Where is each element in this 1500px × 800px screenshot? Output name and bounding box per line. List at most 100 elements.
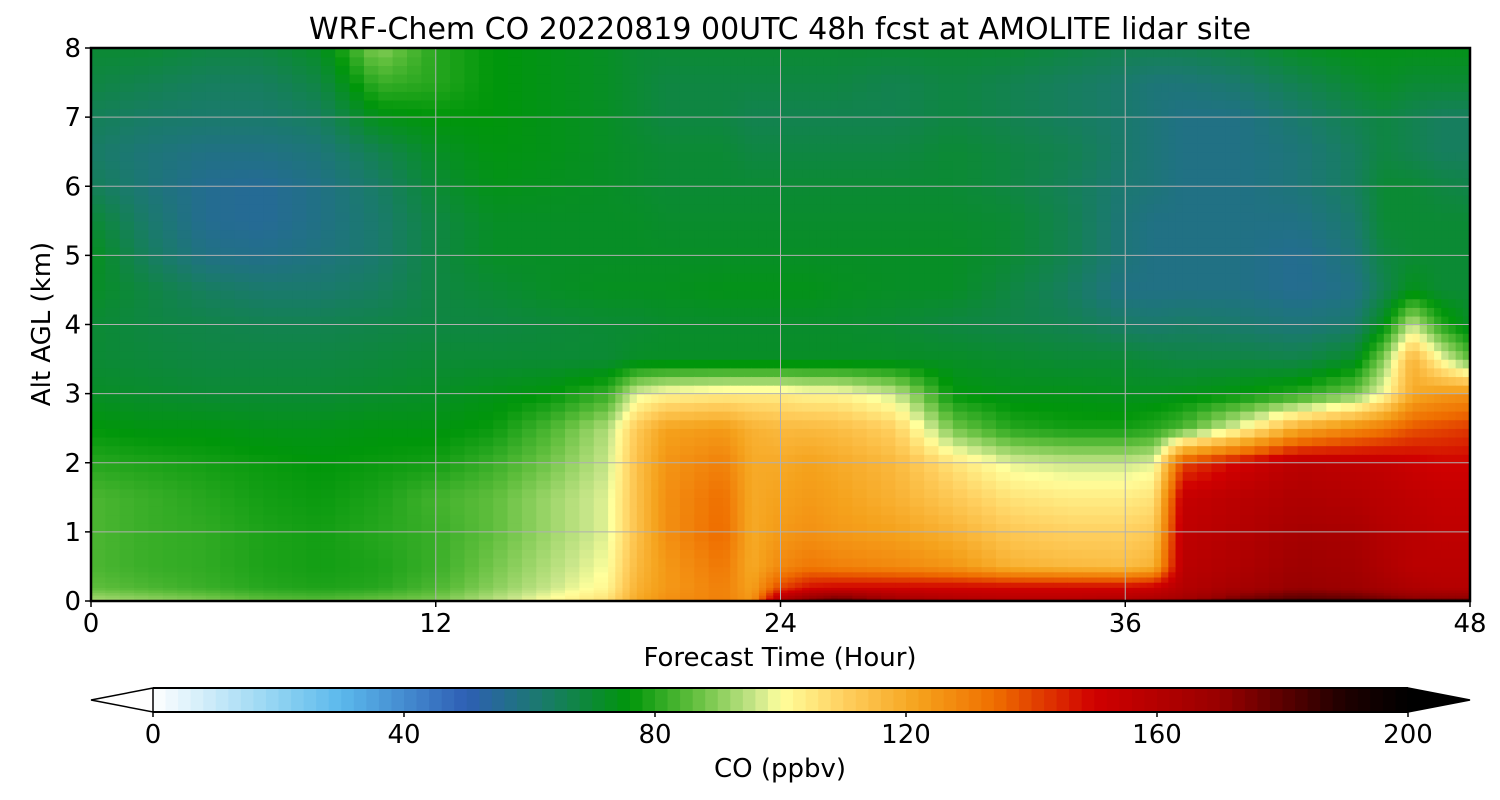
heatmap-cell xyxy=(881,598,897,600)
heatmap-cell xyxy=(249,505,265,516)
heatmap-cell xyxy=(277,315,293,326)
heatmap-cell xyxy=(306,454,322,464)
heatmap-cell xyxy=(909,597,925,600)
heatmap-cell xyxy=(766,589,775,594)
heatmap-cell xyxy=(1010,497,1026,507)
heatmap-cell xyxy=(981,350,997,360)
heatmap-cell xyxy=(636,594,645,599)
heatmap-cell xyxy=(493,393,509,403)
heatmap-cell xyxy=(744,592,753,596)
heatmap-cell xyxy=(1197,531,1213,542)
heatmap-cell xyxy=(1398,497,1407,507)
heatmap-cell xyxy=(830,531,839,542)
heatmap-cell xyxy=(615,350,624,360)
heatmap-cell xyxy=(1153,436,1162,447)
heatmap-cell xyxy=(177,589,193,594)
heatmap-cell xyxy=(866,597,882,600)
heatmap-cell xyxy=(651,376,660,386)
heatmap-cell xyxy=(881,594,897,599)
heatmap-cell xyxy=(579,594,595,599)
heatmap-cell xyxy=(694,589,710,594)
heatmap-cell xyxy=(629,359,638,369)
heatmap-cell xyxy=(292,315,308,326)
heatmap-cell xyxy=(1211,393,1227,403)
heatmap-cell xyxy=(521,324,537,334)
heatmap-cell xyxy=(651,384,660,395)
heatmap-cell xyxy=(794,480,803,490)
heatmap-cell xyxy=(292,523,308,533)
heatmap-cell xyxy=(1082,471,1098,481)
heatmap-cell xyxy=(615,359,624,369)
heatmap-cell xyxy=(837,587,854,591)
heatmap-cell xyxy=(579,393,595,403)
heatmap-cell xyxy=(536,557,552,568)
heatmap-cell xyxy=(1139,410,1148,421)
heatmap-cell xyxy=(1441,540,1450,550)
heatmap-cell xyxy=(608,350,617,360)
heatmap-cell xyxy=(1398,594,1407,599)
heatmap-cell xyxy=(507,505,523,516)
heatmap-cell xyxy=(1412,581,1421,588)
heatmap-cell xyxy=(1110,523,1126,533)
heatmap-cell xyxy=(1462,367,1470,378)
heatmap-cell xyxy=(435,488,451,499)
heatmap-cell xyxy=(665,376,681,386)
heatmap-cell xyxy=(550,350,566,360)
heatmap-cell xyxy=(981,445,997,455)
heatmap-cell xyxy=(191,307,207,317)
heatmap-cell xyxy=(407,594,423,599)
heatmap-cell xyxy=(277,523,293,533)
heatmap-cell xyxy=(1434,393,1442,403)
heatmap-cell xyxy=(450,514,466,524)
heatmap-cell xyxy=(766,505,775,516)
heatmap-cell xyxy=(1197,497,1213,507)
heatmap-cell xyxy=(363,454,379,464)
heatmap-cell xyxy=(1462,384,1470,395)
heatmap-cell xyxy=(507,587,523,591)
heatmap-cell xyxy=(615,581,624,588)
heatmap-cell xyxy=(1297,587,1313,591)
heatmap-cell xyxy=(866,341,882,352)
heatmap-cell xyxy=(1182,462,1198,473)
heatmap-cell xyxy=(1376,540,1385,550)
heatmap-cell xyxy=(816,471,825,481)
heatmap-cell xyxy=(263,350,279,360)
heatmap-cell xyxy=(751,587,760,591)
heatmap-cell xyxy=(579,359,595,369)
heatmap-cell xyxy=(636,471,645,481)
heatmap-cell xyxy=(1132,367,1141,378)
heatmap-cell xyxy=(909,480,925,490)
heatmap-cell xyxy=(636,367,645,378)
heatmap-cell xyxy=(823,376,832,386)
heatmap-cell xyxy=(249,445,265,455)
heatmap-cell xyxy=(105,307,121,317)
heatmap-cell xyxy=(579,324,595,334)
heatmap-cell xyxy=(622,589,631,594)
heatmap-cell xyxy=(679,324,696,334)
heatmap-cell xyxy=(1376,350,1385,360)
heatmap-cell xyxy=(852,436,868,447)
heatmap-cell xyxy=(134,576,150,583)
heatmap-cell xyxy=(1053,587,1069,591)
heatmap-cell xyxy=(924,341,940,352)
heatmap-cell xyxy=(306,393,322,403)
heatmap-cell xyxy=(1355,436,1363,447)
heatmap-cell xyxy=(1434,597,1442,600)
heatmap-cell xyxy=(205,324,221,334)
heatmap-cell xyxy=(1125,462,1134,473)
heatmap-cell xyxy=(1297,505,1313,516)
heatmap-cell xyxy=(751,471,760,481)
heatmap-cell xyxy=(723,419,731,429)
heatmap-cell xyxy=(1132,428,1141,438)
heatmap-cell xyxy=(148,589,164,594)
heatmap-cell xyxy=(1355,531,1363,542)
heatmap-cell xyxy=(320,566,336,573)
heatmap-cell xyxy=(1390,549,1399,559)
heatmap-cell xyxy=(1419,419,1428,429)
heatmap-cell xyxy=(1132,597,1141,600)
heatmap-cell xyxy=(493,587,509,591)
heatmap-cell xyxy=(335,289,351,300)
heatmap-cell xyxy=(493,581,509,588)
heatmap-cell xyxy=(1096,523,1112,533)
heatmap-cell xyxy=(837,367,854,378)
